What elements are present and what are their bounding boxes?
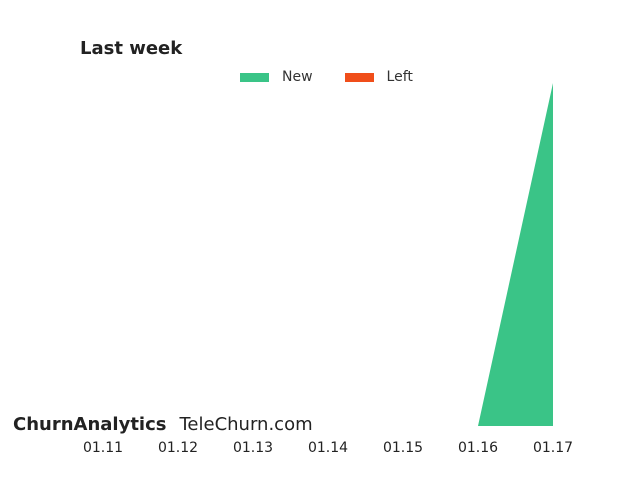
- x-tick-label: 01.11: [83, 440, 123, 456]
- x-tick-label: 01.16: [458, 440, 498, 456]
- legend-label-new: New: [282, 69, 313, 85]
- watermark-brand: ChurnAnalytics: [13, 414, 167, 435]
- x-tick-label: 01.15: [383, 440, 423, 456]
- x-tick-label: 01.17: [533, 440, 573, 456]
- legend-item-new: New: [240, 69, 313, 85]
- x-tick-label: 01.12: [158, 440, 198, 456]
- legend-item-left: Left: [344, 69, 413, 85]
- chart-legend: New Left: [240, 69, 445, 85]
- legend-swatch-new: [240, 72, 269, 82]
- legend-label-left: Left: [386, 69, 413, 85]
- x-tick-label: 01.13: [233, 440, 273, 456]
- legend-swatch-left: [344, 72, 374, 82]
- area-series-new: [478, 83, 553, 426]
- watermark: ChurnAnalytics TeleChurn.com: [13, 414, 313, 435]
- watermark-site: TeleChurn.com: [179, 414, 313, 435]
- chart-title: Last week: [80, 38, 183, 59]
- x-tick-label: 01.14: [308, 440, 348, 456]
